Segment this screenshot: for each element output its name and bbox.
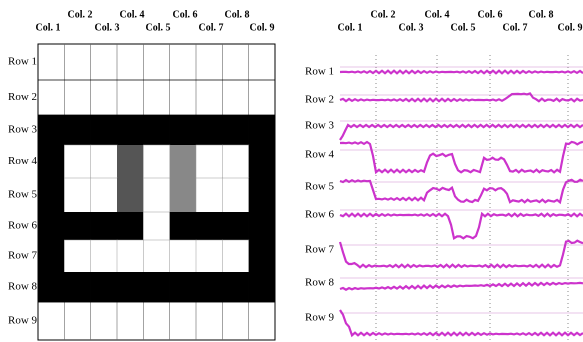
cell — [249, 115, 276, 145]
trace — [340, 93, 583, 101]
column-label: Col. 3 — [399, 22, 424, 33]
cell — [117, 178, 144, 212]
cell — [143, 115, 170, 145]
cell — [196, 115, 223, 145]
cell — [222, 145, 249, 178]
column-label: Col. 9 — [250, 22, 275, 33]
row-label: Row 9 — [305, 312, 335, 324]
cell — [222, 240, 249, 272]
cell — [170, 240, 197, 272]
cell — [38, 115, 65, 145]
column-label: Col. 8 — [529, 9, 554, 20]
trace — [340, 125, 583, 140]
cell — [91, 115, 118, 145]
row-label: Row 7 — [8, 250, 38, 262]
cell — [170, 145, 197, 178]
trace — [340, 214, 583, 239]
cell — [143, 212, 170, 240]
cell — [64, 212, 91, 240]
cell — [249, 240, 276, 272]
cell — [196, 178, 223, 212]
cell — [64, 178, 91, 212]
cell — [91, 145, 118, 178]
cell — [38, 272, 65, 302]
cell — [249, 212, 276, 240]
cell — [222, 272, 249, 302]
row-label: Row 3 — [305, 120, 335, 132]
cell — [196, 240, 223, 272]
cell — [91, 272, 118, 302]
cell — [38, 178, 65, 212]
cell — [117, 212, 144, 240]
cell — [64, 145, 91, 178]
cell — [117, 272, 144, 302]
row-label: Row 5 — [8, 189, 38, 201]
row-label: Row 4 — [305, 149, 335, 161]
cell — [143, 145, 170, 178]
trace — [340, 71, 583, 74]
cell — [143, 178, 170, 212]
column-label: Col. 2 — [371, 9, 396, 20]
column-label: Col. 3 — [95, 22, 120, 33]
column-label: Col. 4 — [120, 9, 145, 20]
row-label: Row 5 — [305, 181, 335, 193]
row-label: Row 7 — [305, 244, 335, 256]
cell — [117, 240, 144, 272]
row-label: Row 8 — [8, 281, 38, 293]
cell — [143, 272, 170, 302]
cell — [170, 212, 197, 240]
cell — [64, 115, 91, 145]
cell — [64, 272, 91, 302]
column-label: Col. 5 — [451, 22, 476, 33]
cell — [170, 272, 197, 302]
cell — [196, 272, 223, 302]
cell — [196, 212, 223, 240]
cell — [249, 145, 276, 178]
cell — [222, 212, 249, 240]
cell — [196, 145, 223, 178]
cell — [249, 272, 276, 302]
cell — [170, 115, 197, 145]
row-label: Row 6 — [8, 220, 38, 232]
column-label: Col. 6 — [173, 9, 198, 20]
column-label: Col. 9 — [558, 22, 583, 33]
row-label: Row 1 — [305, 66, 334, 78]
column-label: Col. 6 — [478, 9, 503, 20]
figure: Col. 1Col. 2Col. 3Col. 4Col. 5Col. 6Col.… — [0, 0, 583, 342]
column-label: Col. 7 — [503, 22, 528, 33]
cell — [64, 240, 91, 272]
cell — [249, 178, 276, 212]
cell — [91, 212, 118, 240]
row-label: Row 8 — [305, 277, 335, 289]
cell — [117, 145, 144, 178]
row-label: Row 1 — [8, 56, 37, 68]
cell — [38, 212, 65, 240]
column-label: Col. 2 — [68, 9, 93, 20]
column-label: Col. 8 — [225, 9, 250, 20]
row-label: Row 3 — [8, 124, 38, 136]
column-label: Col. 1 — [338, 22, 363, 33]
column-label: Col. 1 — [36, 22, 61, 33]
cell — [170, 178, 197, 212]
column-label: Col. 5 — [146, 22, 171, 33]
row-label: Row 9 — [8, 315, 38, 327]
row-label: Row 6 — [305, 209, 335, 221]
cell — [38, 145, 65, 178]
row-label: Row 2 — [8, 91, 37, 103]
row-label: Row 2 — [305, 94, 334, 106]
cell — [143, 240, 170, 272]
column-label: Col. 4 — [425, 9, 450, 20]
column-label: Col. 7 — [199, 22, 224, 33]
row-label: Row 4 — [8, 155, 38, 167]
cell — [91, 240, 118, 272]
cell — [117, 115, 144, 145]
cell — [91, 178, 118, 212]
cell — [222, 178, 249, 212]
cell — [222, 115, 249, 145]
cell — [38, 240, 65, 272]
